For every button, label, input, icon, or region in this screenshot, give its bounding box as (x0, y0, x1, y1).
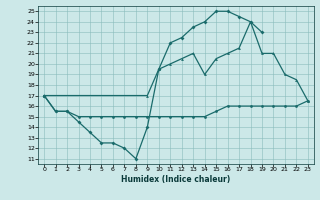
X-axis label: Humidex (Indice chaleur): Humidex (Indice chaleur) (121, 175, 231, 184)
